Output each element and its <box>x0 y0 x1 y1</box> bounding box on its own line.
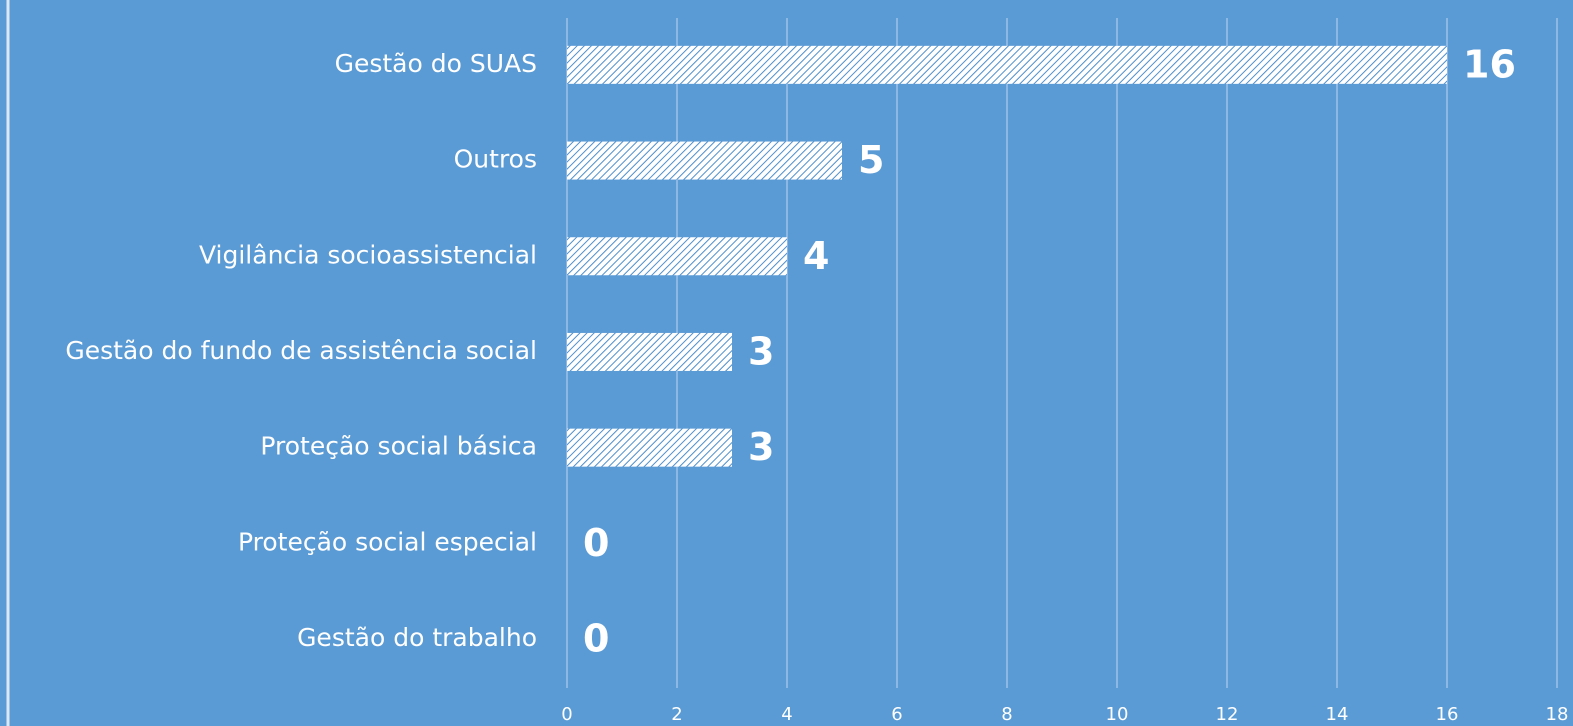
y-tick-label: Gestão do SUAS <box>335 49 537 78</box>
y-tick-label: Vigilância socioassistencial <box>199 240 537 269</box>
value-label: 0 <box>583 521 609 565</box>
x-tick-label: 18 <box>1546 704 1569 725</box>
value-label: 5 <box>858 138 884 182</box>
bar <box>567 237 787 276</box>
y-tick-label: Gestão do fundo de assistência social <box>65 336 537 365</box>
y-tick-label: Proteção social especial <box>238 527 537 556</box>
bar <box>567 45 1447 84</box>
x-tick-label: 14 <box>1326 704 1349 725</box>
y-tick-label: Proteção social básica <box>260 432 537 461</box>
bar <box>567 332 732 371</box>
value-label: 16 <box>1463 42 1516 86</box>
x-tick-label: 10 <box>1106 704 1129 725</box>
value-label: 4 <box>803 234 829 278</box>
x-tick-label: 16 <box>1436 704 1459 725</box>
value-label: 3 <box>748 329 774 373</box>
x-tick-label: 4 <box>781 704 792 725</box>
x-tick-label: 6 <box>891 704 902 725</box>
bar <box>567 428 732 467</box>
x-tick-label: 2 <box>671 704 682 725</box>
x-tick-label: 12 <box>1216 704 1239 725</box>
y-tick-label: Outros <box>454 145 537 174</box>
x-tick-label: 8 <box>1001 704 1012 725</box>
x-tick-label: 0 <box>561 704 572 725</box>
value-label: 0 <box>583 617 609 661</box>
y-tick-label: Gestão do trabalho <box>297 623 537 652</box>
bar <box>567 141 842 180</box>
value-label: 3 <box>748 425 774 469</box>
